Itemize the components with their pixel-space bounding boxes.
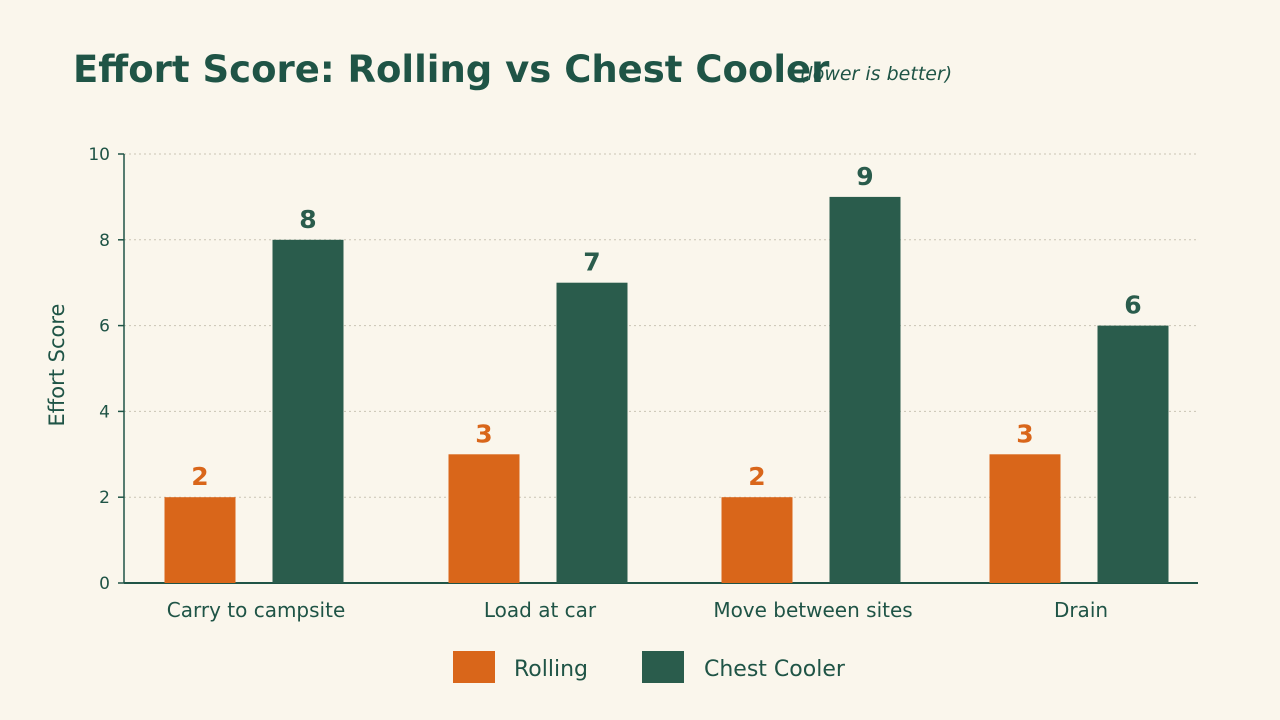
chart-title: Effort Score: Rolling vs Chest Cooler [73,48,830,91]
y-tick-labels: 0 2 4 6 8 10 [88,145,110,594]
data-label: 9 [856,162,873,191]
bar-chest-cooler [272,239,344,584]
chart-subtitle: (lower is better) [800,63,952,85]
y-tick-label: 4 [99,402,110,422]
data-label: 8 [299,205,316,234]
legend: Rolling Chest Cooler [453,651,846,683]
bar-rolling [448,454,520,583]
y-tick-label: 6 [99,317,110,337]
data-label: 2 [191,462,208,491]
bar-chest-cooler [556,282,628,583]
x-category-labels: Carry to campsite Load at car Move between… [167,598,1108,622]
bar-rolling [989,454,1061,583]
data-label: 6 [1124,291,1141,320]
x-category-label: Drain [1054,598,1108,622]
legend-swatch-rolling [453,651,495,683]
bars [164,196,1169,584]
bar-chest-cooler [829,196,901,583]
x-category-label: Move between sites [713,598,912,622]
data-labels: 2 8 3 7 2 9 3 6 [191,162,1141,491]
data-label: 3 [475,419,492,448]
y-tick-label: 8 [99,231,110,251]
y-axis-title: Effort Score [45,304,69,427]
y-tick-label: 0 [99,574,110,594]
y-tick-label: 2 [99,488,110,508]
bar-rolling [164,497,236,583]
x-category-label: Carry to campsite [167,598,346,622]
bar-rolling [721,497,793,583]
legend-swatch-chest-cooler [642,651,684,683]
data-label: 2 [748,462,765,491]
legend-label: Rolling [514,657,588,682]
x-category-label: Load at car [484,598,597,622]
bar-chest-cooler [1097,325,1169,583]
data-label: 7 [583,248,600,277]
y-tick-label: 10 [88,145,110,165]
data-label: 3 [1016,419,1033,448]
legend-label: Chest Cooler [704,657,846,682]
